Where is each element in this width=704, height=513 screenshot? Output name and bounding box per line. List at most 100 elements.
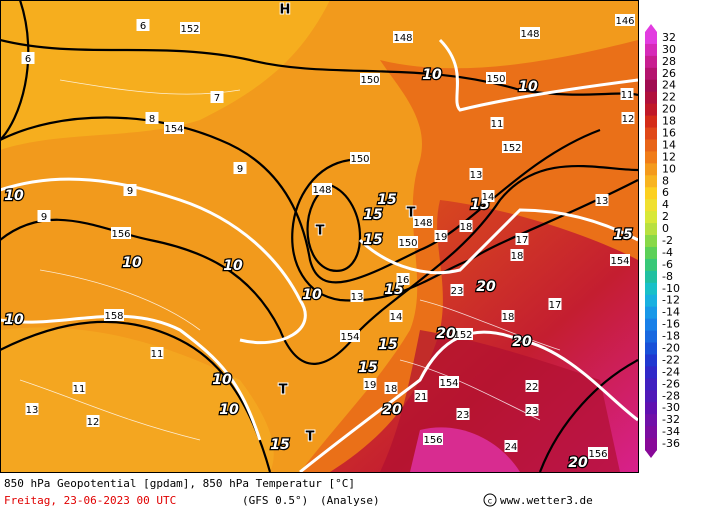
geopotential-label: 154 xyxy=(610,256,629,267)
label-box xyxy=(233,162,247,174)
temperature-label: 18 xyxy=(460,222,473,233)
label-box xyxy=(150,347,164,359)
label-box xyxy=(469,168,483,180)
temperature-label: 23 xyxy=(457,410,470,421)
label-box xyxy=(525,404,539,416)
isotherm-label: 20 xyxy=(512,334,532,350)
colorbar-label: -8 xyxy=(662,270,673,283)
isotherm-label: 10 xyxy=(4,312,24,328)
colorbar-band xyxy=(645,402,657,415)
colorbar-label: -16 xyxy=(662,318,680,331)
geopotential-label: 156 xyxy=(588,449,607,460)
isotherm-label: 10 xyxy=(422,67,442,83)
label-box xyxy=(481,190,495,202)
colorbar-label: -34 xyxy=(662,425,680,438)
label-box xyxy=(111,227,131,239)
temperature-label: 9 xyxy=(237,164,243,175)
colorbar-band xyxy=(645,438,657,451)
colorbar-label: -26 xyxy=(662,377,680,390)
colorbar-bottom-arrow xyxy=(645,450,657,458)
geopotential-label: 146 xyxy=(615,16,634,27)
isotherm-label: 15 xyxy=(363,207,383,223)
temperature-label: 14 xyxy=(390,312,403,323)
colorbar-label: -36 xyxy=(662,437,680,450)
label-box xyxy=(490,117,504,129)
colorbar-label: 18 xyxy=(662,115,676,128)
label-box xyxy=(123,184,137,196)
label-box xyxy=(389,310,403,322)
colorbar-band xyxy=(645,211,657,224)
geopotential-label: 158 xyxy=(104,311,123,322)
isotherm-label: 10 xyxy=(122,255,142,271)
colorbar-label: 2 xyxy=(662,210,669,223)
geopotential-label: 152 xyxy=(502,143,521,154)
geopotential-label: 152 xyxy=(180,24,199,35)
colorbar-label: -32 xyxy=(662,413,680,426)
colorbar-band xyxy=(645,127,657,140)
colorbar-band xyxy=(645,318,657,332)
colorbar-label: -30 xyxy=(662,401,680,414)
label-box xyxy=(520,27,540,39)
colorbar-band xyxy=(645,258,657,272)
label-box xyxy=(510,249,524,261)
label-box xyxy=(136,19,150,31)
label-box xyxy=(86,415,100,427)
colorbar-band xyxy=(645,354,657,367)
label-box xyxy=(350,152,370,164)
colorbar-label: 24 xyxy=(662,79,676,92)
label-box xyxy=(450,284,464,296)
colorbar-label: 0 xyxy=(662,222,669,235)
label-box xyxy=(180,22,200,34)
pressure-center: T xyxy=(279,383,288,398)
colorbar-label: -24 xyxy=(662,365,680,378)
colorbar-band xyxy=(645,187,657,200)
isotherm-label: 10 xyxy=(518,79,538,95)
colorbar-band xyxy=(645,426,657,439)
colorbar-band xyxy=(645,366,657,379)
colorbar-band xyxy=(645,199,657,212)
label-box xyxy=(486,72,506,84)
colorbar-label: 28 xyxy=(662,55,676,68)
temperature-label: 9 xyxy=(41,212,47,223)
label-box xyxy=(164,122,184,134)
label-box xyxy=(501,310,515,322)
isotherm-label: 15 xyxy=(358,360,378,376)
colorbar-label: 32 xyxy=(662,31,676,44)
temperature-label: 8 xyxy=(149,114,155,125)
footer-title: 850 hPa Geopotential [gpdam], 850 hPa Te… xyxy=(4,477,355,490)
colorbar-band xyxy=(645,139,657,152)
footer-date: Freitag, 23-06-2023 00 UTC xyxy=(4,494,176,507)
colorbar-band xyxy=(645,223,657,236)
temperature-label: 6 xyxy=(140,21,146,32)
label-box xyxy=(396,273,410,285)
temperature-label: 13 xyxy=(26,405,39,416)
colorbar-band xyxy=(645,414,657,427)
temperature-label: 23 xyxy=(526,406,539,417)
colorbar-band xyxy=(645,79,657,93)
colorbar-band xyxy=(645,91,657,105)
temperature-label: 16 xyxy=(397,275,410,286)
pressure-center: T xyxy=(407,206,416,221)
label-box xyxy=(456,408,470,420)
temperature-label: 18 xyxy=(511,251,524,262)
temperature-label: 11 xyxy=(151,349,164,360)
isotherm-label: 15 xyxy=(378,337,398,353)
label-box xyxy=(595,194,609,206)
footer-model: (GFS 0.5°) xyxy=(242,494,308,507)
colorbar-label: 26 xyxy=(662,67,676,80)
label-box xyxy=(363,378,377,390)
label-box xyxy=(398,236,418,248)
colorbar-band xyxy=(645,235,657,248)
geopotential-label: 154 xyxy=(439,378,458,389)
isotherm-label: 20 xyxy=(382,402,402,418)
colorbar-label: -6 xyxy=(662,258,673,271)
isotherm-label: 15 xyxy=(270,437,290,453)
label-box xyxy=(615,14,635,26)
footer-site: www.wetter3.de xyxy=(500,494,593,507)
colorbar-label: 22 xyxy=(662,91,676,104)
colorbar-band xyxy=(645,32,657,45)
label-box xyxy=(414,390,428,402)
temperature-label: 11 xyxy=(73,384,86,395)
